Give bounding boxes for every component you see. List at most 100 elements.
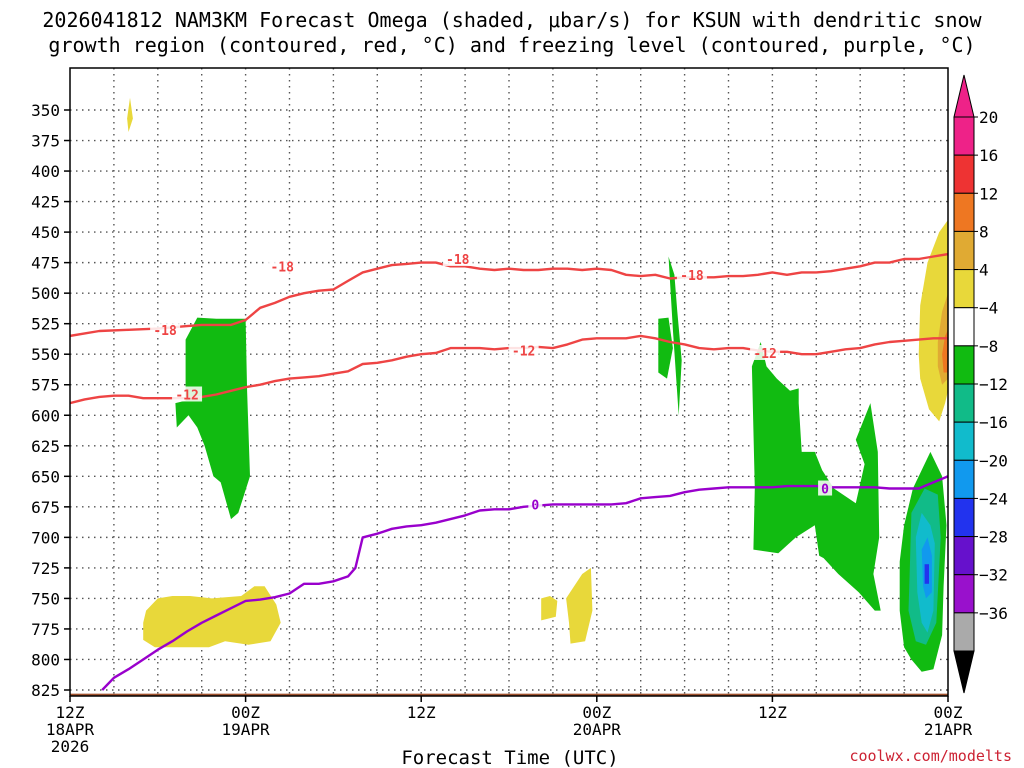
pressure-tick-label: 375 xyxy=(31,132,60,151)
colorbar-label: 8 xyxy=(979,222,989,241)
ground-texture-dot xyxy=(864,697,866,699)
ground-texture-dot xyxy=(819,697,821,699)
ground-texture-dot xyxy=(171,697,173,699)
ground-texture-dot xyxy=(648,697,650,699)
ground-texture-dot xyxy=(900,697,902,699)
colorbar: 20 16 12 8 4 −4 −8 −12 −16 −20 −24 −28 −32 −36 xyxy=(953,74,1008,694)
ground-texture-dot xyxy=(621,697,623,699)
colorbar-label: −28 xyxy=(979,528,1008,547)
ground-texture-dot xyxy=(468,697,470,699)
site-credit[interactable]: coolwx.com/modelts xyxy=(849,747,1012,765)
ground-texture-dot xyxy=(675,697,677,699)
colorbar-label: 12 xyxy=(979,184,998,203)
ground-texture-dot xyxy=(477,697,479,699)
ground-texture-dot xyxy=(81,697,83,699)
ground-texture-dot xyxy=(837,697,839,699)
ground-texture-dot xyxy=(891,697,893,699)
contour-label-bg xyxy=(267,258,298,274)
contour-label: 0 xyxy=(821,483,829,498)
colorbar-label: −16 xyxy=(979,413,1008,432)
ground-texture-dot xyxy=(153,697,155,699)
time-tick-label: 00Z xyxy=(231,703,260,722)
ground-texture-dot xyxy=(432,697,434,699)
ground-texture-dot xyxy=(909,697,911,699)
pressure-tick-label: 725 xyxy=(31,559,60,578)
ground-texture-dot xyxy=(351,697,353,699)
ground-texture-dot xyxy=(162,697,164,699)
ground-texture-dot xyxy=(594,697,596,699)
chart-title-line-2: growth region (contoured, red, °C) and f… xyxy=(48,33,975,57)
ground-texture-dot xyxy=(945,697,947,699)
ground-texture-dot xyxy=(729,697,731,699)
colorbar-bin xyxy=(953,421,975,461)
ground-surface xyxy=(70,693,948,696)
ground-texture-dot xyxy=(783,697,785,699)
colorbar-bin xyxy=(953,612,975,652)
omega-shading xyxy=(127,97,948,672)
upward-motion-region xyxy=(658,317,673,379)
colorbar-bin xyxy=(953,497,975,538)
ground-texture-dot xyxy=(90,697,92,699)
ground-texture-dot xyxy=(270,697,272,699)
downward-motion-region xyxy=(566,567,593,644)
ground-texture-dot xyxy=(603,697,605,699)
ground-texture-dot xyxy=(441,697,443,699)
colorbar-label: 16 xyxy=(979,146,998,165)
colorbar-bin xyxy=(953,574,975,614)
colorbar-bottom-arrow xyxy=(953,650,975,694)
ground-texture-dot xyxy=(252,697,254,699)
ground-texture-dot xyxy=(378,697,380,699)
colorbar-bin xyxy=(953,116,975,156)
pressure-tick-label: 625 xyxy=(31,437,60,456)
contour-label-bg xyxy=(172,386,203,402)
ground-texture-dot xyxy=(882,697,884,699)
contour-label-bg xyxy=(150,321,181,337)
ground-texture-dot xyxy=(333,697,335,699)
ground-texture-dot xyxy=(558,697,560,699)
upward-motion-region xyxy=(175,317,250,520)
pressure-tick-label: 700 xyxy=(31,528,60,547)
colorbar-bin xyxy=(953,307,975,347)
ground-texture-dot xyxy=(522,697,524,699)
ground-texture-dot xyxy=(765,697,767,699)
ground-texture-dot xyxy=(306,697,308,699)
pressure-tick-label: 825 xyxy=(31,681,60,700)
downward-motion-region xyxy=(942,329,948,373)
contour-label-bg xyxy=(508,342,539,358)
time-tick-label: 20APR xyxy=(573,720,622,739)
ground-texture-dot xyxy=(279,697,281,699)
ground-texture-dot xyxy=(207,697,209,699)
ground-texture-dot xyxy=(450,697,452,699)
colorbar-top-arrow xyxy=(953,74,975,118)
downward-motion-region xyxy=(541,596,558,621)
ground-texture-dot xyxy=(936,697,938,699)
ground-texture-dot xyxy=(612,697,614,699)
ground-texture-dot xyxy=(144,697,146,699)
contour-label-bg xyxy=(528,496,543,512)
ground-texture-dot xyxy=(504,697,506,699)
ground-texture-dot xyxy=(873,697,875,699)
ground-texture-dot xyxy=(108,697,110,699)
pressure-tick-label: 450 xyxy=(31,223,60,242)
ground-layer xyxy=(70,693,948,699)
ground-texture-dot xyxy=(495,697,497,699)
pressure-tick-label: 775 xyxy=(31,620,60,639)
colorbar-label: −12 xyxy=(979,375,1008,394)
ground-texture-dot xyxy=(216,697,218,699)
pressure-tick-label: 500 xyxy=(31,284,60,303)
ground-texture-dot xyxy=(657,697,659,699)
ground-texture-dot xyxy=(747,697,749,699)
time-tick-label: 18APR xyxy=(46,720,95,739)
pressure-tick-label: 550 xyxy=(31,345,60,364)
ground-texture-dot xyxy=(180,697,182,699)
time-tick-label: 00Z xyxy=(934,703,963,722)
ground-texture-dot xyxy=(693,697,695,699)
ground-texture-dot xyxy=(261,697,263,699)
ground-texture-dot xyxy=(459,697,461,699)
colorbar-label: −32 xyxy=(979,566,1008,585)
time-tick-label: 12Z xyxy=(407,703,436,722)
pressure-tick-label: 400 xyxy=(31,162,60,181)
colorbar-label: −20 xyxy=(979,451,1008,470)
contour-line xyxy=(101,475,948,691)
